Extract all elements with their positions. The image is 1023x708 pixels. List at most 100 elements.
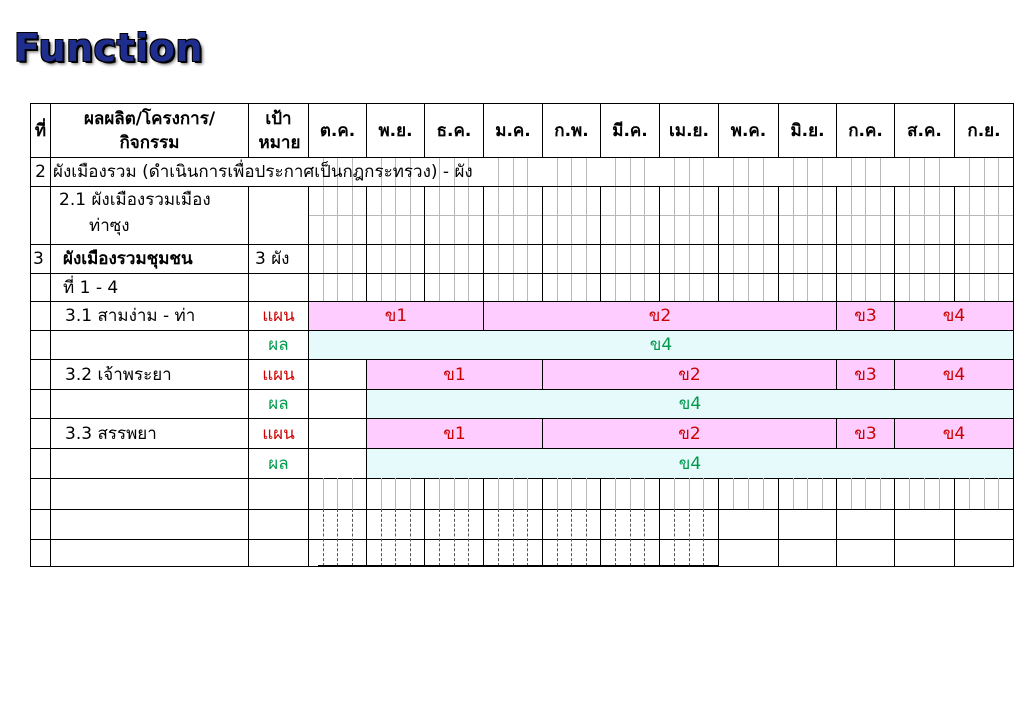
result-bar: ข4	[366, 389, 1014, 419]
grid-line	[615, 157, 616, 330]
row-target-plan: แผน	[248, 418, 309, 449]
grid-line	[689, 509, 690, 566]
grid-line	[557, 157, 558, 330]
row-no-empty	[30, 478, 51, 510]
row-no-empty	[30, 539, 51, 567]
grid-line	[807, 157, 808, 330]
month-cell	[308, 389, 367, 419]
grid-line	[689, 157, 690, 330]
month-cell	[308, 273, 367, 302]
grid-line	[410, 478, 411, 509]
page-title: Function	[14, 26, 204, 70]
grid-line	[733, 478, 734, 509]
plan-bar-segment: ข1	[366, 418, 543, 449]
header-month: ก.ค.	[836, 103, 895, 158]
grid-line	[851, 157, 852, 330]
grid-line	[352, 509, 353, 566]
header-no: ที่	[30, 103, 51, 158]
row-no-empty	[30, 330, 51, 360]
grid-line	[439, 478, 440, 509]
month-cell	[778, 186, 837, 245]
grid-line	[924, 157, 925, 330]
month-cell	[836, 186, 895, 245]
month-cell	[954, 244, 1014, 274]
grid-line	[468, 157, 469, 330]
grid-line	[748, 478, 749, 509]
month-cell	[836, 244, 895, 274]
plan-bar-segment: ข4	[894, 418, 1014, 449]
grid-line	[439, 157, 440, 330]
plan-bar-segment: ข1	[308, 301, 484, 331]
grid-line	[439, 509, 440, 566]
grid-line	[557, 509, 558, 566]
grid-line	[468, 509, 469, 566]
row-no-empty	[30, 359, 51, 390]
month-cell	[600, 186, 660, 245]
grid-line	[571, 157, 572, 330]
grid-line	[865, 478, 866, 509]
month-cell	[836, 539, 895, 567]
row-target-result: ผล	[248, 330, 309, 360]
grid-line	[571, 509, 572, 566]
grid-line	[308, 215, 1013, 216]
grid-line	[733, 157, 734, 330]
header-target-label: เป้าหมาย	[258, 108, 301, 153]
month-cell	[600, 273, 660, 302]
month-cell	[542, 244, 601, 274]
grid-line	[337, 157, 338, 330]
grid-line	[615, 509, 616, 566]
grid-line	[822, 157, 823, 330]
grid-line	[703, 509, 704, 566]
month-cell	[308, 186, 367, 245]
grid-line	[527, 478, 528, 509]
row-target-empty	[248, 273, 309, 302]
month-cell	[424, 273, 484, 302]
month-cell	[659, 273, 719, 302]
row-target-result: ผล	[248, 448, 309, 479]
grid-line	[410, 509, 411, 566]
month-cell	[778, 244, 837, 274]
grid-line	[909, 478, 910, 509]
month-cell	[718, 244, 779, 274]
row-no-empty	[30, 418, 51, 449]
month-cell	[483, 186, 543, 245]
grid-line	[498, 509, 499, 566]
result-bar: ข4	[366, 448, 1014, 479]
month-cell	[894, 244, 955, 274]
grid-line	[969, 478, 970, 509]
grid-line	[323, 509, 324, 566]
row-activity-empty	[50, 478, 249, 510]
grid-line	[557, 478, 558, 509]
header-month: ก.ย.	[954, 103, 1014, 158]
header-month: มิ.ย.	[778, 103, 837, 158]
grid-line	[323, 157, 324, 330]
grid-line	[337, 509, 338, 566]
month-cell	[542, 186, 601, 245]
row-activity: ผังเมืองรวมชุมชน	[50, 244, 249, 274]
month-cell	[659, 244, 719, 274]
row-activity-line2: ท่าซุง	[89, 216, 130, 236]
grid-line	[454, 509, 455, 566]
grid-line	[880, 157, 881, 330]
month-cell	[894, 273, 955, 302]
grid-line	[644, 157, 645, 330]
month-cell	[308, 244, 367, 274]
grid-line	[703, 157, 704, 330]
header-activity-label: ผลผลิต/โครงการ/กิจกรรม	[83, 108, 216, 153]
row-no-empty	[30, 273, 51, 302]
month-cell	[894, 186, 955, 245]
schedule-table: ที่ ผลผลิต/โครงการ/กิจกรรม เป้าหมาย ต.ค. พ.ย…	[30, 103, 1014, 567]
grid-line	[793, 157, 794, 330]
grid-line	[571, 478, 572, 509]
month-cell	[778, 539, 837, 567]
grid-line	[586, 478, 587, 509]
header-month: ม.ค.	[483, 103, 543, 158]
grid-line	[337, 478, 338, 509]
grid-line	[468, 478, 469, 509]
grid-line	[352, 478, 353, 509]
row-target-plan: แผน	[248, 301, 309, 331]
header-target: เป้าหมาย	[248, 103, 309, 158]
row-activity: 3.3 สรรพยา	[50, 418, 249, 449]
row-no-empty	[30, 389, 51, 419]
month-cell	[308, 418, 367, 449]
